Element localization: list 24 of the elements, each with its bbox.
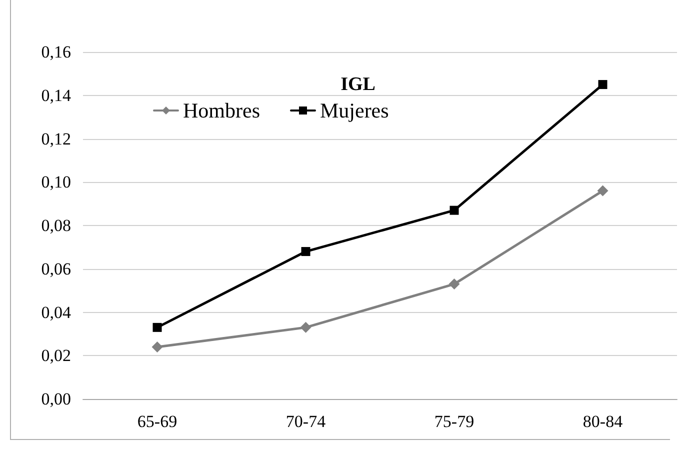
x-tick-label: 70-74 <box>286 412 326 431</box>
point <box>598 80 608 90</box>
point <box>152 341 163 352</box>
y-tick-label: 0,02 <box>41 346 71 366</box>
y-tick-label: 0,12 <box>41 129 71 148</box>
x-tick-label: 80-84 <box>582 412 624 431</box>
y-tick-label: 0,10 <box>41 172 71 192</box>
y-tick-label: 0,06 <box>41 259 71 278</box>
y-tick-label: 0,04 <box>41 302 72 322</box>
point <box>152 322 162 332</box>
y-tick-label: 0,08 <box>41 216 71 235</box>
y-tick-label: 0,16 <box>41 42 71 62</box>
x-tick-label: 65-69 <box>137 412 178 431</box>
point <box>450 206 459 215</box>
point <box>300 322 312 333</box>
legend-label: Hombres <box>183 98 260 122</box>
point <box>301 247 310 256</box>
point <box>448 278 460 290</box>
y-tick-label: 0,14 <box>41 86 72 105</box>
x-tick-label: 75-79 <box>434 412 474 431</box>
point <box>597 185 608 196</box>
y-tick-label: 0,00 <box>41 390 71 408</box>
text: IGL <box>340 74 376 95</box>
legend-label: Mujeres <box>320 98 389 122</box>
